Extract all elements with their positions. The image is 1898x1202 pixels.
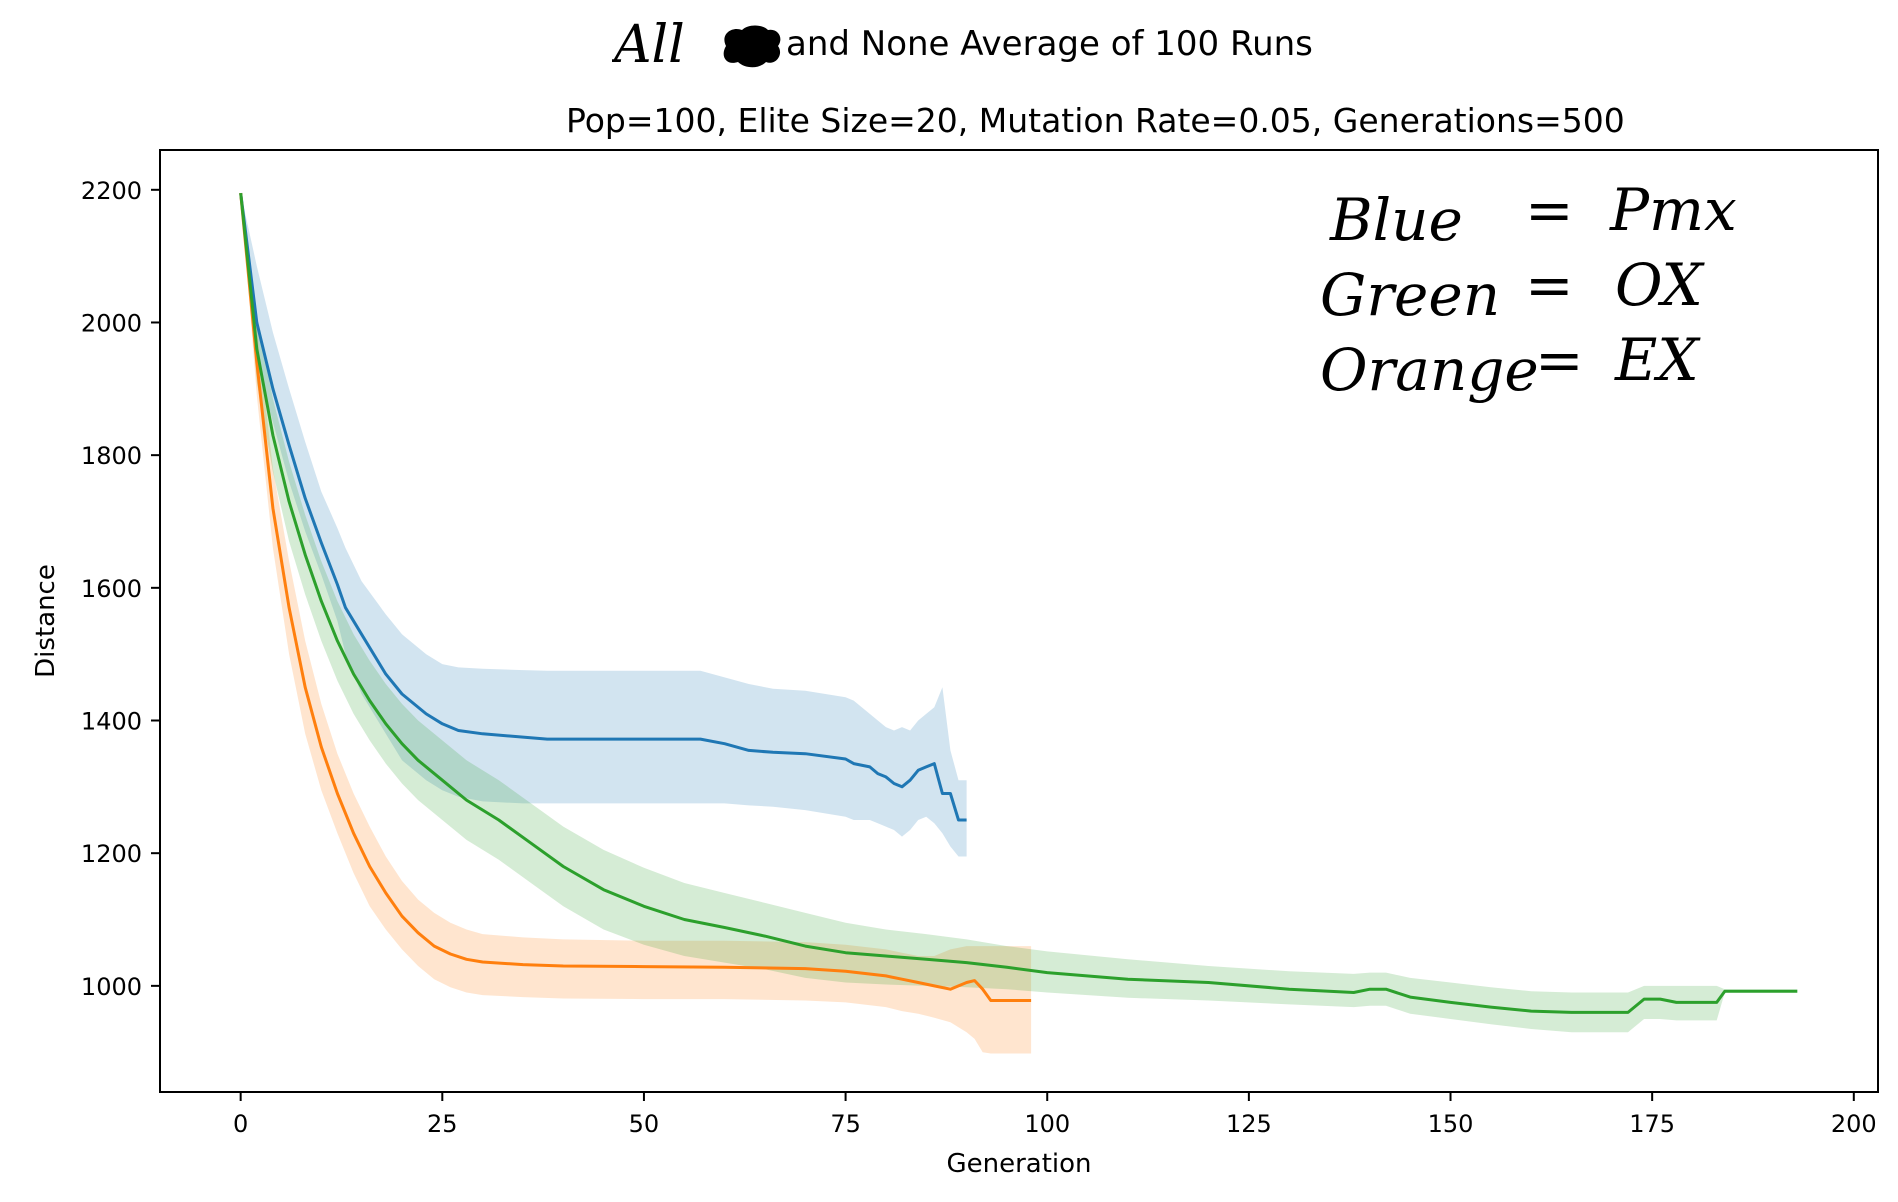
note-ex: EX <box>1614 326 1701 394</box>
note-blue: Blue <box>1329 186 1463 254</box>
x-tick-label: 100 <box>1024 1110 1070 1138</box>
confidence-bands <box>240 193 1798 1054</box>
redaction-blot <box>723 25 781 68</box>
x-tick-label: 0 <box>233 1110 248 1138</box>
series-2-line <box>239 192 1798 1014</box>
y-tick-label: 1400 <box>81 708 142 736</box>
x-axis-ticks: 0 25 50 75 100 125 150 175 200 <box>233 1092 1877 1138</box>
x-tick-label: 75 <box>830 1110 861 1138</box>
x-axis-label: Generation <box>946 1149 1091 1179</box>
note-ox: OX <box>1615 251 1706 319</box>
x-tick-label: 150 <box>1428 1110 1474 1138</box>
x-tick-label: 125 <box>1226 1110 1272 1138</box>
x-tick-label: 200 <box>1831 1110 1877 1138</box>
x-tick-label: 175 <box>1629 1110 1675 1138</box>
y-tick-label: 1600 <box>81 575 142 603</box>
note-pmx: Pmx <box>1609 176 1737 244</box>
chart-title: and None Average of 100 Runs <box>786 24 1313 64</box>
plot-frame <box>159 149 1879 1093</box>
note-orange: Orange <box>1320 336 1539 404</box>
x-tick-label: 50 <box>629 1110 660 1138</box>
series-1-band <box>240 193 1032 1054</box>
note-green-eq: = <box>1525 251 1574 319</box>
y-axis-ticks: 1000 1200 1400 1600 1800 2000 2200 <box>81 177 160 1001</box>
chart-subtitle: Pop=100, Elite Size=20, Mutation Rate=0.… <box>566 101 1625 140</box>
note-orange-eq: = <box>1535 326 1584 394</box>
note-green: Green <box>1320 261 1500 329</box>
series-0-line <box>239 192 967 822</box>
x-tick-label: 25 <box>427 1110 458 1138</box>
note-blue-eq: = <box>1525 176 1574 244</box>
handwritten-title-all: All <box>612 15 685 74</box>
handwritten-legend-note: Blue = Pmx Green = OX Orange = EX <box>1320 176 1737 404</box>
series-0-band <box>240 193 967 857</box>
y-tick-label: 1200 <box>81 840 142 868</box>
y-axis-label: Distance <box>31 564 61 678</box>
handwritten-title-word: All <box>612 15 685 74</box>
series-1-line <box>239 192 1032 1002</box>
y-tick-label: 2000 <box>81 309 142 337</box>
y-tick-label: 2200 <box>81 177 142 205</box>
y-tick-label: 1000 <box>81 973 142 1001</box>
series-lines <box>239 192 1798 1014</box>
y-tick-label: 1800 <box>81 442 142 470</box>
